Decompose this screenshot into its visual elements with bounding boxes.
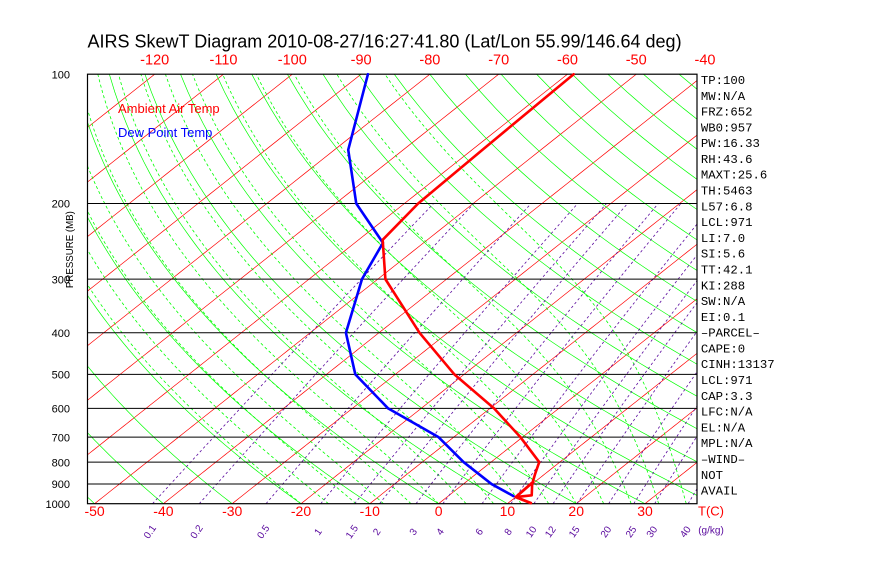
svg-text:AIRS SkewT Diagram 2010-08-27/: AIRS SkewT Diagram 2010-08-27/16:27:41.8… xyxy=(88,32,682,52)
svg-text:CAP:3.3: CAP:3.3 xyxy=(701,390,753,404)
svg-text:LCL:971: LCL:971 xyxy=(701,216,753,230)
svg-text:TT:42.1: TT:42.1 xyxy=(701,264,753,278)
svg-text:LFC:N/A: LFC:N/A xyxy=(701,406,753,420)
svg-text:400: 400 xyxy=(52,328,70,340)
svg-text:100: 100 xyxy=(52,69,70,81)
svg-text:-120: -120 xyxy=(140,53,169,69)
svg-text:Dew Point Temp: Dew Point Temp xyxy=(118,125,212,140)
svg-text:-110: -110 xyxy=(210,53,238,69)
svg-text:-40: -40 xyxy=(153,503,173,519)
svg-text:500: 500 xyxy=(52,370,70,382)
svg-text:4: 4 xyxy=(435,526,447,537)
svg-text:8: 8 xyxy=(503,526,515,537)
svg-text:900: 900 xyxy=(52,479,70,491)
svg-text:L57:6.8: L57:6.8 xyxy=(701,200,753,214)
svg-text:-20: -20 xyxy=(291,503,311,519)
svg-text:15: 15 xyxy=(567,524,583,540)
svg-text:CAPE:0: CAPE:0 xyxy=(701,342,745,356)
svg-text:0: 0 xyxy=(435,503,443,519)
svg-text:-100: -100 xyxy=(278,53,307,69)
svg-text:600: 600 xyxy=(52,404,70,416)
svg-text:Ambient Air Temp: Ambient Air Temp xyxy=(118,101,220,116)
svg-text:LCL:971: LCL:971 xyxy=(701,374,753,388)
svg-text:-30: -30 xyxy=(222,503,242,519)
svg-text:1: 1 xyxy=(313,526,325,537)
svg-text:-10: -10 xyxy=(360,503,380,519)
svg-text:RH:43.6: RH:43.6 xyxy=(701,153,753,167)
svg-text:200: 200 xyxy=(52,199,70,211)
svg-text:30: 30 xyxy=(645,524,661,540)
svg-text:0.5: 0.5 xyxy=(255,523,272,541)
svg-text:EI:0.1: EI:0.1 xyxy=(701,311,745,325)
svg-text:0.2: 0.2 xyxy=(189,523,206,541)
svg-text:-50: -50 xyxy=(626,53,647,69)
svg-text:MW:N/A: MW:N/A xyxy=(701,90,746,104)
svg-text:NOT: NOT xyxy=(701,469,723,483)
svg-text:40: 40 xyxy=(678,524,694,540)
svg-text:MPL:N/A: MPL:N/A xyxy=(701,437,753,451)
svg-text:6: 6 xyxy=(474,526,486,537)
svg-text:SI:5.6: SI:5.6 xyxy=(701,248,745,262)
svg-text:SW:N/A: SW:N/A xyxy=(701,295,746,309)
svg-text:KI:288: KI:288 xyxy=(701,279,745,293)
svg-text:AVAIL: AVAIL xyxy=(701,485,738,499)
svg-text:-60: -60 xyxy=(557,53,578,69)
svg-text:1000: 1000 xyxy=(46,499,70,511)
svg-text:800: 800 xyxy=(52,457,70,469)
svg-text:700: 700 xyxy=(52,432,70,444)
svg-text:20: 20 xyxy=(568,503,584,519)
svg-text:-80: -80 xyxy=(419,53,440,69)
svg-text:WB0:957: WB0:957 xyxy=(701,121,753,135)
svg-text:30: 30 xyxy=(637,503,653,519)
svg-text:PW:16.33: PW:16.33 xyxy=(701,137,760,151)
svg-text:TH:5463: TH:5463 xyxy=(701,185,753,199)
svg-text:CINH:13137: CINH:13137 xyxy=(701,358,775,372)
svg-text:(g/kg): (g/kg) xyxy=(698,526,724,537)
svg-text:TP:100: TP:100 xyxy=(701,74,745,88)
svg-text:1.5: 1.5 xyxy=(344,523,361,541)
svg-text:20: 20 xyxy=(599,524,615,540)
svg-text:12: 12 xyxy=(543,524,559,540)
svg-text:-50: -50 xyxy=(84,503,104,519)
svg-text:-40: -40 xyxy=(695,53,716,69)
svg-text:EL:N/A: EL:N/A xyxy=(701,421,746,435)
svg-text:3: 3 xyxy=(408,526,420,537)
svg-text:10: 10 xyxy=(500,503,516,519)
svg-text:25: 25 xyxy=(624,524,640,540)
svg-text:10: 10 xyxy=(524,524,540,540)
svg-text:PRESSURE (MB): PRESSURE (MB) xyxy=(65,211,76,288)
svg-text:-90: -90 xyxy=(351,53,372,69)
svg-text:MAXT:25.6: MAXT:25.6 xyxy=(701,169,767,183)
svg-text:–PARCEL–: –PARCEL– xyxy=(701,327,760,341)
svg-text:0.1: 0.1 xyxy=(142,523,159,541)
svg-text:–WIND–: –WIND– xyxy=(701,453,745,467)
svg-text:2: 2 xyxy=(371,526,383,537)
svg-text:-70: -70 xyxy=(488,53,509,69)
svg-text:FRZ:652: FRZ:652 xyxy=(701,106,753,120)
svg-text:T(C): T(C) xyxy=(698,504,724,519)
svg-text:LI:7.0: LI:7.0 xyxy=(701,232,745,246)
